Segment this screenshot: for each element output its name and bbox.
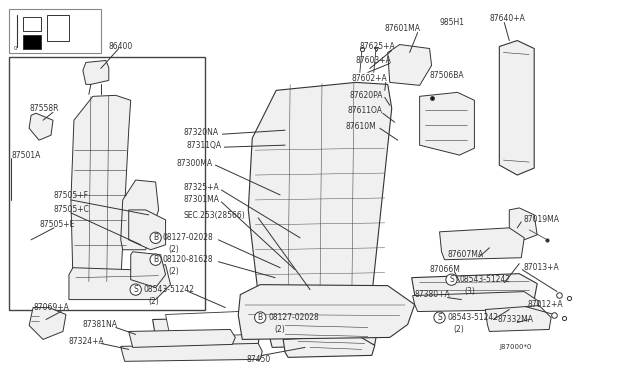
Polygon shape [248, 82, 392, 299]
Text: 08127-02028: 08127-02028 [268, 313, 319, 322]
Text: 87501A: 87501A [11, 151, 40, 160]
Text: 08543-51242: 08543-51242 [143, 285, 195, 294]
Text: 87603+A: 87603+A [356, 56, 392, 65]
Polygon shape [413, 292, 539, 311]
Text: 87019MA: 87019MA [524, 215, 559, 224]
Text: SEC.253(28566): SEC.253(28566) [184, 211, 245, 220]
Text: 87611OA: 87611OA [348, 106, 383, 115]
Polygon shape [440, 228, 524, 260]
Text: 87620PA: 87620PA [350, 91, 383, 100]
Text: S: S [449, 275, 454, 284]
Polygon shape [499, 41, 534, 175]
Polygon shape [121, 180, 159, 250]
Text: 87066M: 87066M [429, 265, 460, 274]
Text: (3): (3) [465, 287, 476, 296]
Text: 87320NA: 87320NA [184, 128, 219, 137]
Text: 87601MA: 87601MA [385, 24, 420, 33]
Text: 87012+A: 87012+A [527, 300, 563, 309]
Polygon shape [412, 274, 537, 302]
Text: 87013+A: 87013+A [524, 263, 559, 272]
Polygon shape [283, 336, 375, 357]
Text: 08543-51242: 08543-51242 [447, 313, 499, 322]
Polygon shape [29, 113, 53, 140]
Text: S: S [437, 313, 442, 322]
Polygon shape [69, 265, 171, 299]
Polygon shape [83, 61, 109, 84]
Text: 87380+A: 87380+A [415, 290, 451, 299]
Text: 87602+A: 87602+A [352, 74, 388, 83]
Bar [23, 35, 41, 48]
Text: 87607MA: 87607MA [447, 250, 484, 259]
Text: 87505+F: 87505+F [53, 192, 88, 201]
Text: B: B [258, 313, 263, 322]
Polygon shape [129, 210, 166, 250]
Text: 87505+E: 87505+E [39, 220, 74, 230]
Text: 87311QA: 87311QA [186, 141, 221, 150]
Text: 08120-81628: 08120-81628 [163, 255, 213, 264]
Polygon shape [166, 311, 252, 337]
Text: S: S [133, 285, 138, 294]
Text: (2): (2) [168, 245, 179, 254]
Polygon shape [29, 308, 66, 339]
Polygon shape [388, 45, 431, 86]
Text: B: B [153, 233, 158, 242]
Text: (2): (2) [274, 325, 285, 334]
Text: 87324+A: 87324+A [69, 337, 105, 346]
Text: J87000*0: J87000*0 [499, 344, 532, 350]
Bar [47, 15, 69, 41]
Polygon shape [129, 330, 236, 347]
Text: 87505+C: 87505+C [53, 205, 89, 214]
Text: 87450: 87450 [246, 355, 271, 364]
Text: 87640+A: 87640+A [490, 14, 525, 23]
Polygon shape [131, 252, 166, 288]
Text: 985H1: 985H1 [440, 18, 465, 27]
Text: 87610M: 87610M [346, 122, 377, 131]
Text: 87332MA: 87332MA [497, 315, 533, 324]
Text: (2): (2) [454, 325, 464, 334]
Text: 87381NA: 87381NA [83, 320, 118, 329]
Bar [9, 58, 205, 310]
Polygon shape [509, 208, 537, 240]
Bar [9, 9, 101, 52]
Text: 0: 0 [14, 46, 17, 51]
Bar [23, 17, 41, 31]
Text: B: B [153, 255, 158, 264]
Text: 87558R: 87558R [29, 104, 59, 113]
Text: 87325+A: 87325+A [184, 183, 220, 192]
Text: 08543-51242: 08543-51242 [460, 275, 511, 284]
Text: 87301MA: 87301MA [184, 195, 220, 205]
Text: 87506BA: 87506BA [429, 71, 464, 80]
Text: (2): (2) [148, 297, 159, 306]
Polygon shape [268, 318, 378, 347]
Polygon shape [308, 276, 355, 308]
Polygon shape [420, 92, 474, 155]
Text: 08127-02028: 08127-02028 [163, 233, 213, 242]
Polygon shape [238, 285, 415, 339]
Polygon shape [485, 305, 551, 331]
Polygon shape [121, 343, 262, 361]
Polygon shape [152, 318, 260, 349]
Text: 86400: 86400 [109, 42, 133, 51]
Text: 87300MA: 87300MA [177, 158, 212, 167]
Text: 87625+A: 87625+A [360, 42, 396, 51]
Text: (2): (2) [168, 267, 179, 276]
Polygon shape [71, 95, 131, 285]
Text: 87069+A: 87069+A [33, 303, 69, 312]
